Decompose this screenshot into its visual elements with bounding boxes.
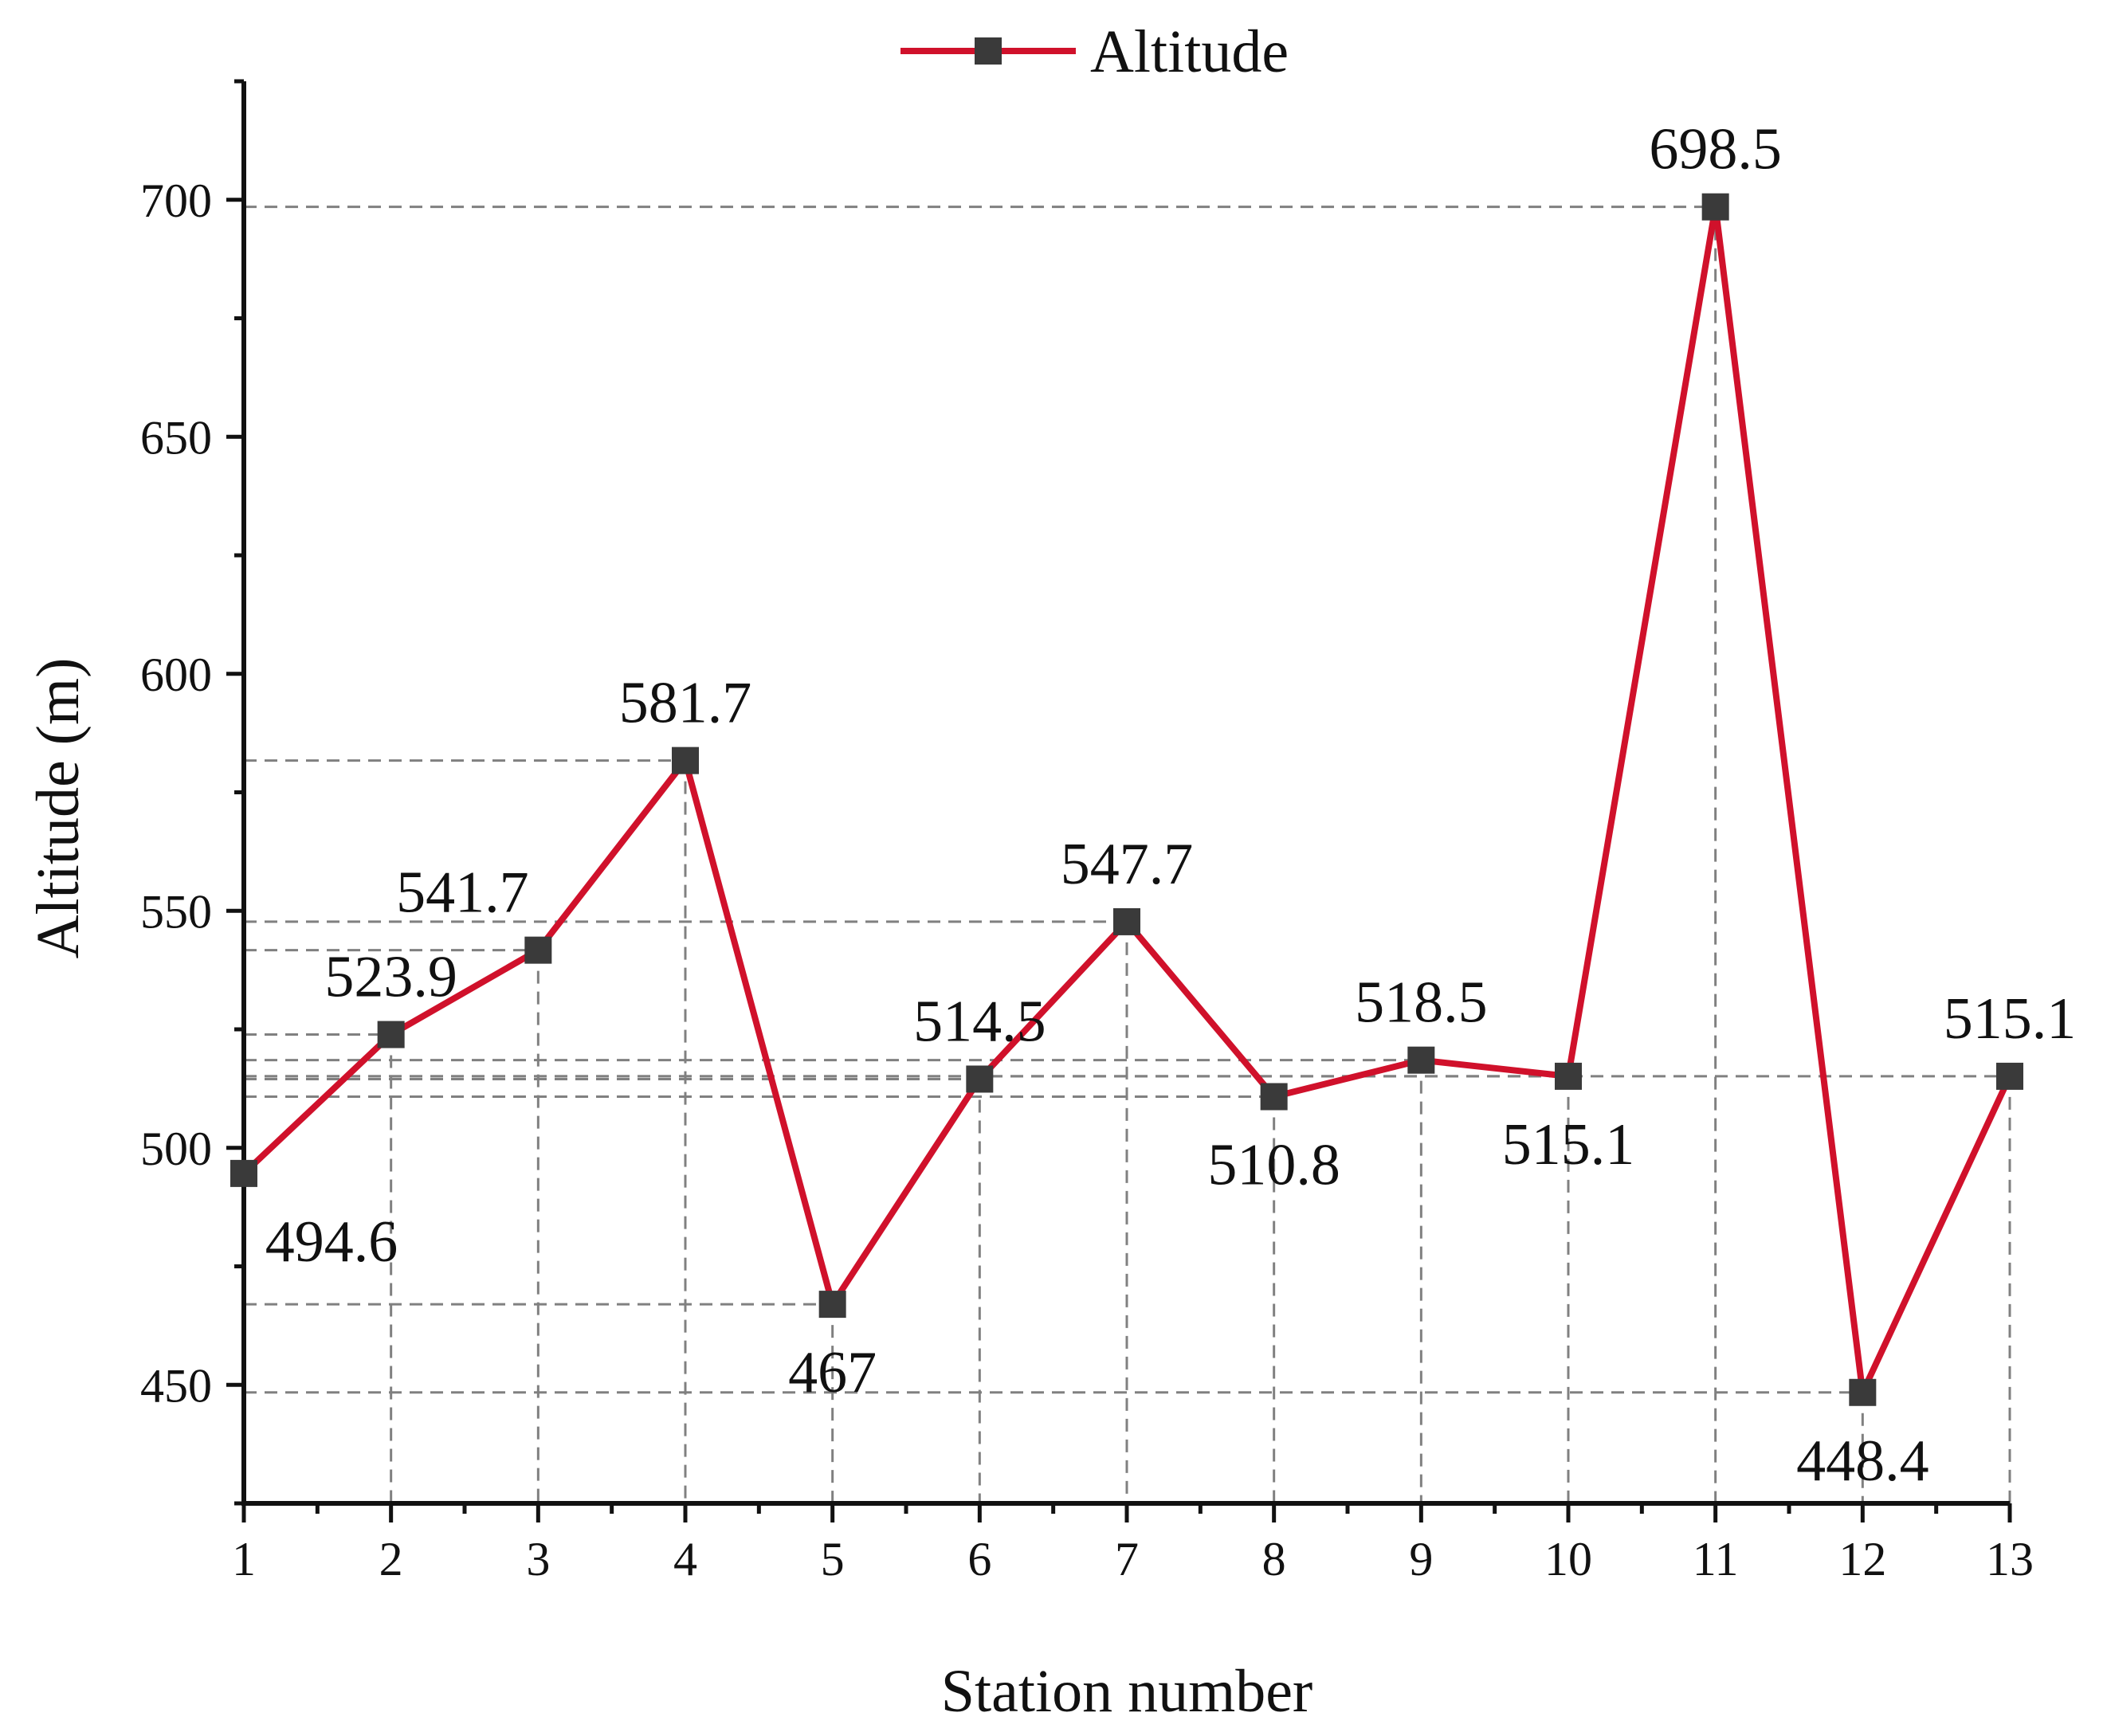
data-point-marker — [377, 1021, 405, 1048]
legend-label-altitude: Altitude — [1090, 18, 1289, 85]
y-tick-label: 550 — [140, 885, 212, 938]
data-label: 698.5 — [1649, 117, 1782, 182]
data-label: 448.4 — [1796, 1428, 1929, 1494]
y-tick-label: 650 — [140, 411, 212, 464]
data-point-marker — [818, 1291, 846, 1319]
data-labels: 494.6 523.9 541.7 581.7 467 514.5 547.7 510.8 51… — [265, 117, 2077, 1494]
data-point-marker — [1996, 1062, 2023, 1090]
data-point-marker — [1555, 1062, 1582, 1090]
data-point-marker — [1113, 907, 1140, 935]
x-tick-label: 2 — [379, 1533, 403, 1585]
y-tick-label: 700 — [140, 174, 212, 227]
data-point-marker — [524, 936, 552, 964]
y-tick-label: 600 — [140, 649, 212, 701]
y-axis-title: Altitude (m) — [25, 658, 92, 959]
legend-marker-swatch — [975, 37, 1002, 65]
x-axis-title: Station number — [941, 1658, 1313, 1725]
x-tick-label: 11 — [1693, 1533, 1739, 1585]
data-point-marker — [230, 1159, 257, 1187]
data-point-marker — [966, 1065, 994, 1093]
data-label: 515.1 — [1502, 1112, 1635, 1178]
x-tick-label: 6 — [967, 1533, 991, 1585]
x-tick-label: 7 — [1115, 1533, 1139, 1585]
x-tick-label: 12 — [1838, 1533, 1886, 1585]
data-point-marker — [1260, 1083, 1288, 1111]
x-tick-label: 3 — [526, 1533, 550, 1585]
x-tick-label: 5 — [821, 1533, 845, 1585]
data-label: 494.6 — [265, 1209, 398, 1275]
legend: Altitude — [900, 18, 1289, 85]
data-point-marker — [1849, 1378, 1877, 1406]
series-markers — [230, 193, 2023, 1406]
y-tick-label: 450 — [140, 1359, 212, 1412]
x-tick-label: 13 — [1986, 1533, 2034, 1585]
data-label: 581.7 — [619, 671, 752, 736]
x-tick-label: 4 — [673, 1533, 697, 1585]
y-tick-label: 500 — [140, 1123, 212, 1175]
data-label: 547.7 — [1061, 832, 1194, 897]
data-label: 510.8 — [1207, 1132, 1340, 1197]
data-label: 515.1 — [1944, 986, 2077, 1052]
data-label: 541.7 — [396, 860, 529, 926]
x-tick-label: 9 — [1409, 1533, 1433, 1585]
x-tick-label: 8 — [1262, 1533, 1286, 1585]
axes — [241, 81, 2010, 1506]
data-point-marker — [1407, 1046, 1435, 1074]
data-label: 514.5 — [913, 989, 1046, 1054]
data-label: 518.5 — [1355, 970, 1488, 1036]
data-point-marker — [672, 747, 699, 774]
data-point-marker — [1701, 193, 1729, 221]
x-tick-label: 10 — [1544, 1533, 1592, 1585]
x-tick-label: 1 — [232, 1533, 256, 1585]
data-label: 523.9 — [324, 945, 457, 1010]
data-label: 467 — [788, 1340, 877, 1405]
